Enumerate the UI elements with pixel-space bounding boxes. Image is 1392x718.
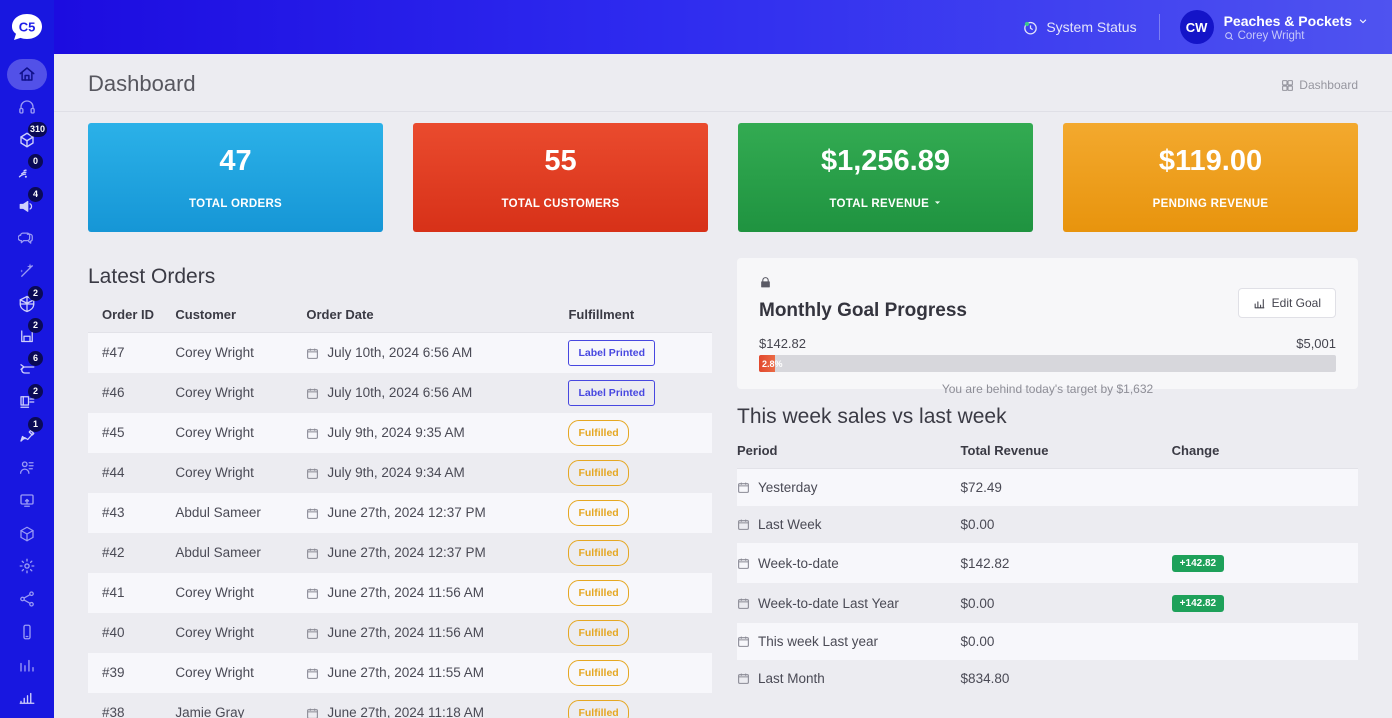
- svg-text:C5: C5: [19, 20, 36, 35]
